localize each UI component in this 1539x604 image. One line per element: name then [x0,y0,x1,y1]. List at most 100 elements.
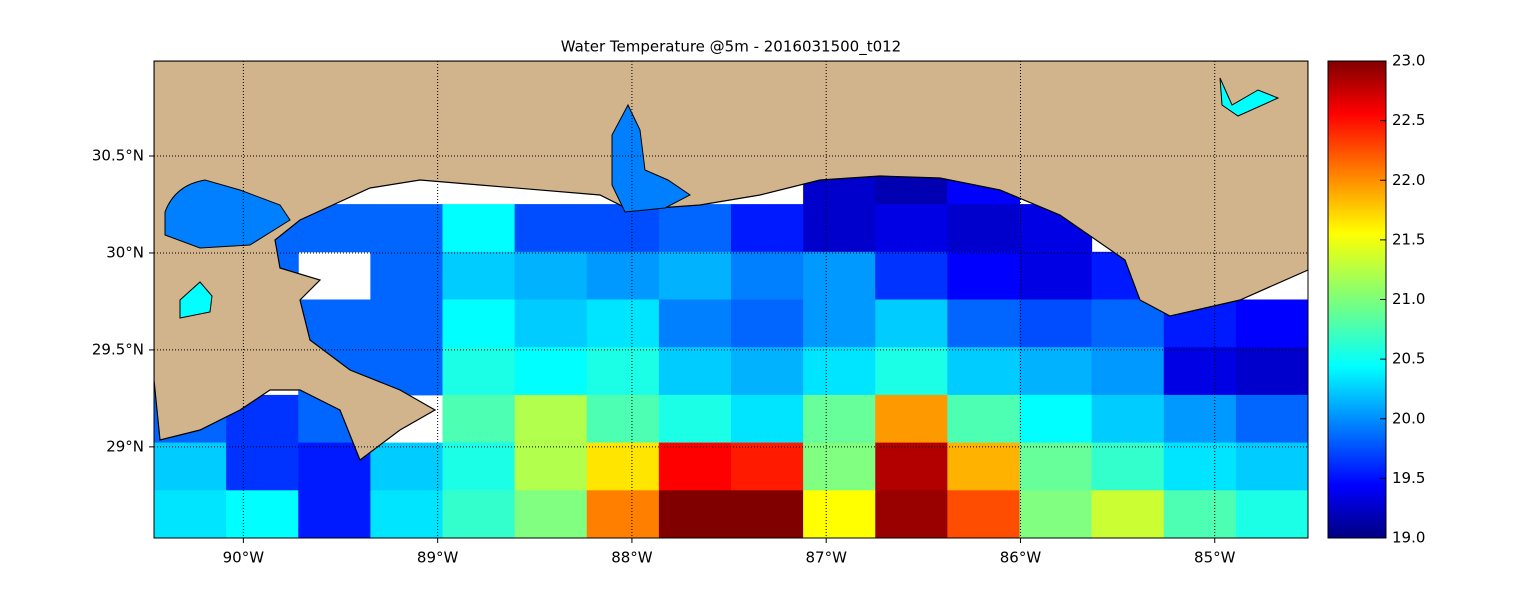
heat-cell [1091,394,1165,444]
heat-cell [226,442,299,491]
heat-cell [875,394,948,444]
x-tick-label: 85°W [1194,549,1236,567]
colorbar-tick-label: 19.0 [1392,529,1425,547]
heat-cell [442,347,516,396]
colorbar-tick-label: 21.0 [1392,290,1425,308]
heat-cell [731,299,804,348]
heat-cell [1091,299,1165,348]
heat-cell [1019,251,1093,300]
heat-cell [658,251,732,300]
heat-cell [947,299,1020,348]
heat-cell [1091,347,1165,396]
colorbar-tick-label: 23.0 [1392,52,1425,70]
heat-cell [1091,490,1165,538]
heat-cell [514,442,588,491]
heat-cell [586,347,660,396]
heat-cell [442,299,516,348]
heat-cell [731,490,804,538]
heat-cell [586,394,660,444]
heat-cell [658,394,732,444]
heat-cell [1163,347,1237,396]
heat-cell [1235,490,1308,538]
heat-cell [370,204,443,253]
x-tick-label: 86°W [1000,549,1042,567]
heat-cell [442,394,516,444]
heat-cell [442,204,516,253]
heat-cell [514,204,588,253]
x-tick-label: 90°W [223,549,265,567]
heat-cell [586,490,660,538]
heat-cell [1019,442,1093,491]
heat-cell [1235,299,1308,348]
lake [164,179,291,249]
heat-cell [731,394,804,444]
heat-cell [514,490,588,538]
heat-cell [803,347,876,396]
bay [611,103,691,213]
colorbar [1327,60,1387,539]
colorbar-tick-label: 22.0 [1392,171,1425,189]
heat-cell [154,490,227,538]
heat-cell [875,347,948,396]
heat-cell [370,251,443,300]
heat-cell [947,347,1020,396]
heat-cell [586,204,660,253]
heat-cell [658,347,732,396]
colorbar-tick-label: 20.5 [1392,350,1425,368]
heat-cell [1019,394,1093,444]
heat-cell [731,204,804,253]
heat-cell [1019,347,1093,396]
y-tick-label: 30°N [106,243,144,261]
heat-cell [298,490,371,538]
heat-cell [731,251,804,300]
heat-cell [442,442,516,491]
heat-cell [731,442,804,491]
heat-cell [154,442,227,491]
x-tick-label: 88°W [611,549,653,567]
heat-cell [514,394,588,444]
heat-cell [947,251,1020,300]
heat-cell [875,204,948,253]
lake [1219,77,1280,117]
heat-cell [514,299,588,348]
chart-title: Water Temperature @5m - 2016031500_t012 [561,38,901,57]
y-tick-label: 29°N [106,437,144,455]
heat-cell [875,490,948,538]
heat-cell [658,442,732,491]
colorbar-tick-label: 19.5 [1392,469,1425,487]
heat-cell [803,490,876,538]
heat-cell [1235,347,1308,396]
heat-cell [370,299,443,348]
heat-cell [1163,490,1237,538]
heat-cell [442,490,516,538]
heat-cell [586,251,660,300]
heat-cell [1019,299,1093,348]
heat-cell [370,490,443,538]
heat-cell [658,204,732,253]
lake [179,281,213,319]
heat-cell [947,204,1020,253]
plot-frame [153,60,1309,539]
heat-cell [1091,442,1165,491]
heat-cell [947,442,1020,491]
heat-cell [947,490,1020,538]
heat-cell [731,347,804,396]
heat-cell [803,251,876,300]
heat-cell [803,442,876,491]
heat-cell [514,251,588,300]
heat-cell [586,442,660,491]
heat-cell [226,490,299,538]
heat-cell [875,251,948,300]
heat-cell [1163,394,1237,444]
heat-cell [658,490,732,538]
heat-cell [803,204,876,253]
heat-cell [803,299,876,348]
heat-cell [875,442,948,491]
colorbar-tick-label: 21.5 [1392,230,1425,248]
x-tick-label: 89°W [417,549,459,567]
heat-cell [514,347,588,396]
colorbar-tick-label: 22.5 [1392,111,1425,129]
heat-cell [586,299,660,348]
heat-cell [1163,442,1237,491]
